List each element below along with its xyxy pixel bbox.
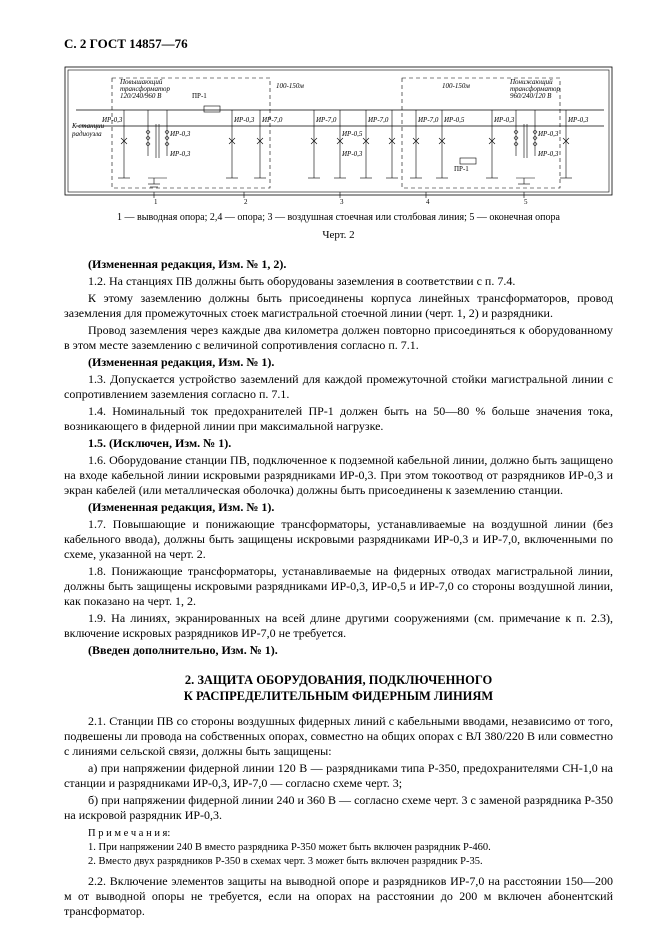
notes-header: П р и м е ч а н и я:: [64, 827, 613, 840]
para-1-8: 1.6. Оборудование станции ПВ, подключенн…: [64, 453, 613, 498]
diagram-mark-5: 5: [524, 198, 528, 206]
diagram-dist2: 100-150м: [442, 82, 470, 90]
circuit-diagram: К станции радиоузла Повышающий трансформ…: [64, 66, 613, 206]
para-1-0: (Измененная редакция, Изм. № 1, 2).: [64, 257, 613, 272]
note-0: 1. При напряжении 240 В вместо разрядник…: [64, 841, 613, 854]
para-1-1: 1.2. На станциях ПВ должны быть оборудов…: [64, 274, 613, 289]
svg-text:ИР-0,3: ИР-0,3: [567, 116, 589, 124]
diagram-mark-4: 4: [426, 198, 430, 206]
para-1-10: 1.7. Повышающие и понижающие трансформат…: [64, 517, 613, 562]
text-block-2: 2.1. Станции ПВ со стороны воздушных фид…: [64, 714, 613, 823]
svg-text:120/240/960 В: 120/240/960 В: [120, 92, 162, 100]
para-1-7: 1.5. (Исключен, Изм. № 1).: [64, 436, 613, 451]
diagram-pr1: ПР-1: [192, 92, 207, 100]
para-1-3: Провод заземления через каждые два килом…: [64, 323, 613, 353]
svg-text:ИР-0,3: ИР-0,3: [493, 116, 515, 124]
section-2-title: 2. ЗАЩИТА ОБОРУДОВАНИЯ, ПОДКЛЮЧЕННОГО К …: [64, 672, 613, 705]
svg-text:960/240/120 В: 960/240/120 В: [510, 92, 552, 100]
para-1-11: 1.8. Понижающие трансформаторы, устанавл…: [64, 564, 613, 609]
para-1-6: 1.4. Номинальный ток предохранителей ПР-…: [64, 404, 613, 434]
svg-text:ИР-7,0: ИР-7,0: [417, 116, 439, 124]
svg-text:ИР-0,3: ИР-0,3: [537, 150, 559, 158]
diagram-mark-3: 3: [340, 198, 344, 206]
svg-text:ИР-0,3: ИР-0,3: [169, 150, 191, 158]
para-1-5: 1.3. Допускается устройство заземлений д…: [64, 372, 613, 402]
note-1: 2. Вместо двух разрядников Р-350 в схема…: [64, 855, 613, 868]
svg-text:ИР-0,5: ИР-0,5: [341, 130, 363, 138]
svg-text:ИР-7,0: ИР-7,0: [315, 116, 337, 124]
svg-text:ИР-0,3: ИР-0,3: [233, 116, 255, 124]
section-2-title-l2: К РАСПРЕДЕЛИТЕЛЬНЫМ ФИДЕРНЫМ ЛИНИЯМ: [184, 689, 493, 703]
svg-text:ИР-0,3: ИР-0,3: [169, 130, 191, 138]
svg-text:ИР-0,3: ИР-0,3: [537, 130, 559, 138]
para-2-1: а) при напряжении фидерной линии 120 В —…: [64, 761, 613, 791]
figure-caption: 1 — выводная опора; 2,4 — опора; 3 — воз…: [64, 212, 613, 225]
para-2-2: б) при напряжении фидерной линии 240 и 3…: [64, 793, 613, 823]
para-2-2: 2.2. Включение элементов защиты на вывод…: [64, 874, 613, 919]
para-1-2: К этому заземлению должны быть присоедин…: [64, 291, 613, 321]
para-1-13: (Введен дополнительно, Изм. № 1).: [64, 643, 613, 658]
para-1-9: (Измененная редакция, Изм. № 1).: [64, 500, 613, 515]
diagram-ir03-1: ИР-0,3: [101, 116, 123, 124]
diagram-mark-1: 1: [154, 198, 158, 206]
page: С. 2 ГОСТ 14857—76 К станции радиоузла П…: [0, 0, 661, 936]
diagram-ir05: ИР-0,5: [443, 116, 465, 124]
para-1-4: (Измененная редакция, Изм. № 1).: [64, 355, 613, 370]
svg-text:ИР-0,3: ИР-0,3: [341, 150, 363, 158]
section-2-title-l1: 2. ЗАЩИТА ОБОРУДОВАНИЯ, ПОДКЛЮЧЕННОГО: [185, 673, 492, 687]
svg-text:радиоузла: радиоузла: [71, 130, 102, 138]
para-1-12: 1.9. На линиях, экранированных на всей д…: [64, 611, 613, 641]
diagram-pr1b: ПР-1: [454, 165, 469, 173]
page-header: С. 2 ГОСТ 14857—76: [64, 36, 613, 52]
figure-number: Черт. 2: [64, 229, 613, 243]
diagram-ir70-1: ИР-7,0: [261, 116, 283, 124]
diagram-mark-2: 2: [244, 198, 248, 206]
text-block-1: (Измененная редакция, Изм. № 1, 2). 1.2. …: [64, 257, 613, 658]
diagram-dist1: 100-150м: [276, 82, 304, 90]
notes-block: П р и м е ч а н и я: 1. При напряжении 2…: [64, 827, 613, 868]
svg-text:ИР-7,0: ИР-7,0: [367, 116, 389, 124]
para-2-0: 2.1. Станции ПВ со стороны воздушных фид…: [64, 714, 613, 759]
